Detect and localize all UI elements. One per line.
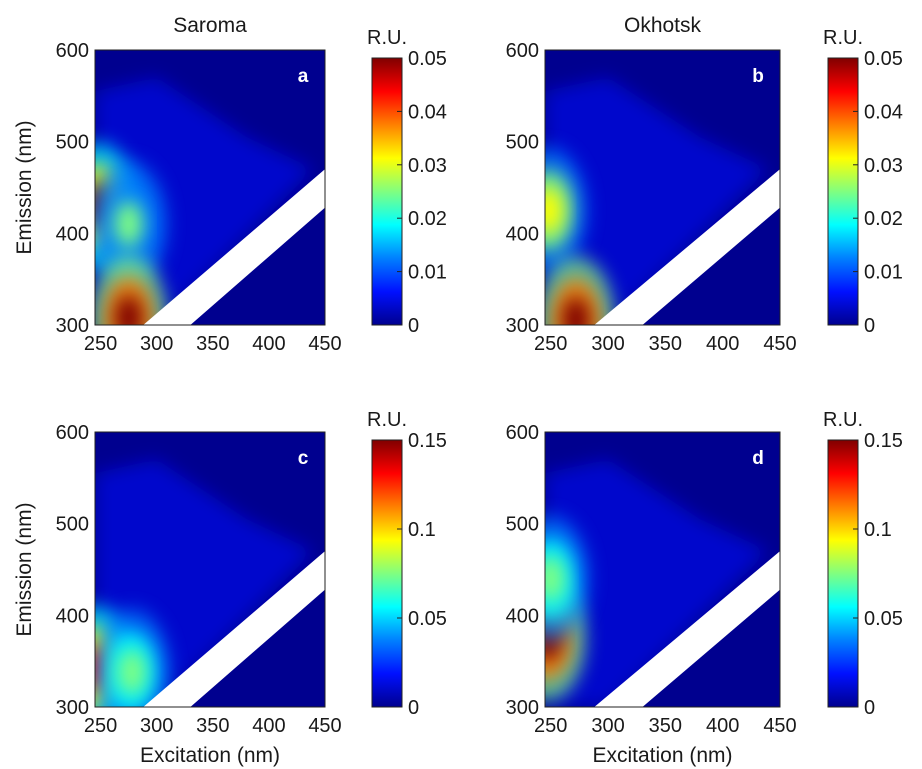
y-tick-label: 300 — [506, 697, 539, 719]
x-tick-label: 400 — [706, 715, 739, 737]
scatter-mask — [594, 551, 780, 707]
x-tick-label: 450 — [763, 333, 796, 355]
colorbar-unit-label: R.U. — [367, 27, 407, 49]
panel-letter: a — [298, 66, 309, 87]
x-tick-label: 250 — [534, 715, 567, 737]
x-tick-label: 350 — [649, 715, 682, 737]
x-tick-label: 450 — [308, 715, 341, 737]
colorbar-tick-label: 0.02 — [864, 208, 903, 230]
colorbar-tick-label: 0.03 — [864, 155, 903, 177]
colorbar-tick-label: 0.02 — [408, 208, 447, 230]
panel-title: Okhotsk — [624, 14, 702, 37]
x-tick-label: 450 — [763, 715, 796, 737]
y-axis-label: Emission (nm) — [13, 502, 36, 636]
y-tick-label: 400 — [56, 605, 89, 627]
colorbar-tick-label: 0.05 — [408, 48, 447, 70]
colorbar — [827, 439, 859, 708]
panel-title: Saroma — [173, 14, 247, 37]
plot-frame — [94, 431, 326, 708]
colorbar-tick-label: 0.01 — [408, 262, 447, 284]
y-tick-label: 400 — [56, 223, 89, 245]
x-axis-label: Excitation (nm) — [140, 744, 280, 767]
plot-frame — [94, 49, 326, 326]
y-tick-label: 300 — [56, 697, 89, 719]
colorbar-unit-label: R.U. — [367, 409, 407, 431]
y-axis-label: Emission (nm) — [13, 120, 36, 254]
x-tick-label: 300 — [591, 715, 624, 737]
x-tick-label: 300 — [140, 333, 173, 355]
plot-frame — [544, 49, 781, 326]
y-tick-label: 400 — [506, 605, 539, 627]
scatter-mask — [143, 551, 325, 707]
x-tick-label: 250 — [84, 333, 117, 355]
peak-2-layer-3 — [545, 555, 565, 602]
colorbar-tick-label: 0.04 — [408, 101, 447, 123]
y-tick-label: 300 — [56, 315, 89, 337]
signal-region — [545, 77, 769, 325]
panel-letter: c — [298, 448, 309, 469]
colorbar-tick-label: 0.04 — [864, 101, 903, 123]
peak-2-layer-3 — [561, 296, 590, 325]
colorbar-tick-label: 0.15 — [864, 430, 903, 452]
colorbar-tick-label: 0.03 — [408, 155, 447, 177]
colorbar-tick-label: 0.1 — [864, 519, 892, 541]
colorbar-tick-label: 0.01 — [864, 262, 903, 284]
colorbar-tick-label: 0.1 — [408, 519, 436, 541]
y-tick-label: 500 — [506, 132, 539, 154]
x-tick-label: 450 — [308, 333, 341, 355]
colorbar-unit-label: R.U. — [823, 27, 863, 49]
panel-letter: b — [752, 66, 764, 87]
y-tick-label: 400 — [506, 223, 539, 245]
colorbar — [827, 57, 859, 326]
x-tick-label: 350 — [196, 333, 229, 355]
peak-2-layer-3 — [118, 649, 147, 696]
colorbar-tick-label: 0.15 — [408, 430, 447, 452]
y-tick-label: 600 — [56, 422, 89, 444]
peak-1-layer-3 — [545, 187, 563, 234]
plot-frame — [544, 431, 781, 708]
x-tick-label: 400 — [252, 333, 285, 355]
y-tick-label: 600 — [506, 422, 539, 444]
x-tick-label: 250 — [534, 333, 567, 355]
panel-b: 250 300 350 400 450300400500600OkhotskbR.U.0… — [506, 14, 903, 355]
peak-3-layer-3 — [114, 294, 143, 325]
x-tick-label: 300 — [591, 333, 624, 355]
scatter-mask — [143, 169, 325, 325]
colorbar-tick-label: 0.05 — [864, 48, 903, 70]
peak-2-layer-3 — [114, 201, 143, 248]
y-tick-label: 300 — [506, 315, 539, 337]
colorbar-tick-label: 0 — [864, 315, 875, 337]
colorbar — [371, 57, 403, 326]
signal-region — [545, 459, 769, 707]
colorbar-tick-label: 0 — [408, 315, 419, 337]
panel-letter: d — [752, 448, 764, 469]
colorbar-tick-label: 0 — [408, 697, 419, 719]
x-tick-label: 350 — [196, 715, 229, 737]
x-tick-label: 300 — [140, 715, 173, 737]
colorbar-tick-label: 0 — [864, 697, 875, 719]
x-axis-label: Excitation (nm) — [592, 744, 732, 767]
colorbar — [371, 439, 403, 708]
y-tick-label: 500 — [56, 514, 89, 536]
y-tick-label: 600 — [506, 40, 539, 62]
x-tick-label: 350 — [649, 333, 682, 355]
y-tick-label: 500 — [506, 514, 539, 536]
colorbar-tick-label: 0.05 — [408, 608, 447, 630]
x-tick-label: 250 — [84, 715, 117, 737]
scatter-mask — [594, 169, 780, 325]
colorbar-unit-label: R.U. — [823, 409, 863, 431]
x-tick-label: 400 — [252, 715, 285, 737]
y-tick-label: 600 — [56, 40, 89, 62]
x-tick-label: 400 — [706, 333, 739, 355]
y-tick-label: 500 — [56, 132, 89, 154]
colorbar-tick-label: 0.05 — [864, 608, 903, 630]
